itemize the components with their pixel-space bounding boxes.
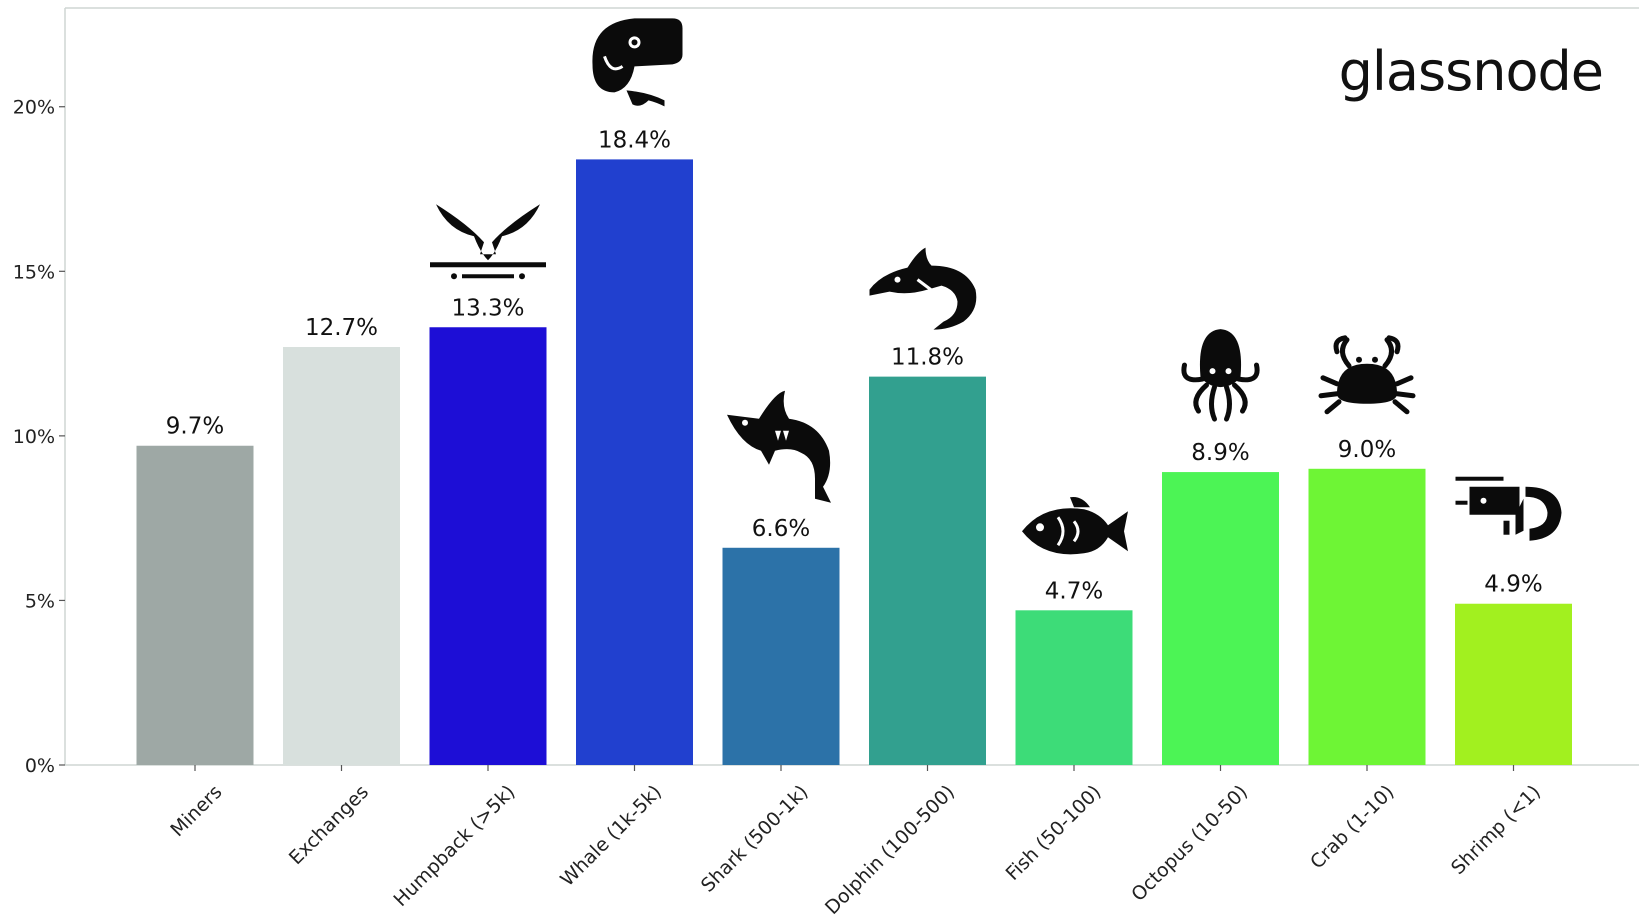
- x-tick-label: Fish (50-100): [1002, 781, 1106, 885]
- bar: [576, 159, 693, 765]
- data-label: 4.7%: [1045, 578, 1103, 604]
- icon-part: [606, 58, 621, 69]
- icon-part: [1209, 384, 1217, 422]
- icon-part: [436, 204, 540, 261]
- icons: [430, 18, 1562, 555]
- bar: [1308, 468, 1426, 765]
- x-tick-label: Shrimp (<1): [1447, 781, 1545, 879]
- icon-part: [1340, 337, 1352, 369]
- icon-part: [1394, 375, 1414, 387]
- bar: [283, 347, 400, 765]
- icon-part: [1386, 335, 1401, 355]
- icon-part: [869, 247, 977, 330]
- bar: [1162, 472, 1279, 765]
- icon-part: [430, 262, 546, 268]
- icon-part: [1525, 486, 1562, 541]
- icon-part: [1181, 362, 1205, 383]
- data-label: 4.9%: [1484, 572, 1542, 598]
- bar: [429, 327, 547, 765]
- icon-part: [1392, 399, 1410, 415]
- icon-part: [451, 273, 457, 280]
- icon-part: [894, 276, 901, 283]
- y-tick-label: 10%: [13, 426, 55, 448]
- icon-part: [1469, 486, 1520, 515]
- icon-part: [1320, 375, 1340, 387]
- icon-part: [775, 430, 789, 441]
- icon-part: [592, 18, 683, 93]
- y-tick-label: 15%: [13, 261, 55, 283]
- data-label: 9.0%: [1338, 437, 1396, 463]
- data-label: 9.7%: [166, 414, 224, 440]
- icon-part: [1022, 508, 1128, 555]
- crab-icon: [1318, 335, 1416, 415]
- icon-part: [1225, 368, 1232, 375]
- x-tick-label: Humpback (>5k): [389, 781, 519, 911]
- icon-part: [626, 90, 665, 107]
- data-label: 11.8%: [891, 345, 964, 371]
- icon-part: [1372, 356, 1378, 363]
- icon-part: [742, 419, 748, 426]
- x-tick-label: Whale (1k-5k): [556, 781, 666, 891]
- x-tick-label: Dolphin (100-500): [821, 781, 959, 917]
- icon-part: [1480, 497, 1487, 504]
- fish-icon: [1022, 497, 1128, 555]
- icon-part: [1232, 382, 1248, 414]
- icon-part: [462, 274, 514, 279]
- bar: [1455, 603, 1572, 765]
- icon-part: [1455, 476, 1504, 481]
- icon-part: [1236, 362, 1260, 383]
- data-label: 12.7%: [305, 315, 378, 341]
- y-tick-label: 20%: [13, 97, 55, 119]
- x-tick-label: Exchanges: [285, 781, 373, 869]
- icon-part: [1333, 335, 1348, 355]
- icon-part: [1199, 329, 1242, 388]
- y-tick-label: 0%: [25, 755, 55, 777]
- icon-part: [1356, 356, 1362, 363]
- icon-part: [1072, 520, 1080, 543]
- octopus-icon: [1181, 329, 1260, 422]
- data-label: 13.3%: [451, 295, 524, 321]
- icon-part: [916, 278, 943, 299]
- icon-part: [1324, 399, 1342, 415]
- data-label: 18.4%: [598, 127, 671, 153]
- icon-part: [1193, 382, 1209, 414]
- x-tick-label: Shark (500-1k): [697, 781, 813, 897]
- icon-part: [1394, 391, 1416, 399]
- icon-part: [519, 273, 525, 280]
- glassnode-logo: glassnode: [1338, 40, 1604, 103]
- icon-part: [727, 390, 831, 503]
- bar: [722, 547, 840, 765]
- icon-part: [1036, 523, 1044, 532]
- x-tick-label: Octopus (10-50): [1127, 781, 1252, 906]
- icon-part: [1318, 391, 1340, 399]
- humpback-icon: [430, 204, 546, 280]
- shark-icon: [727, 390, 831, 503]
- icon-part: [631, 39, 638, 46]
- data-label: 6.6%: [752, 516, 810, 542]
- icon-part: [1503, 520, 1510, 535]
- dolphin-icon: [869, 247, 977, 330]
- icon-part: [1056, 516, 1065, 547]
- shrimp-icon: [1455, 476, 1562, 541]
- icon-part: [1515, 498, 1524, 535]
- icon-part: [1070, 497, 1090, 508]
- icon-part: [603, 55, 624, 71]
- icon-part: [1455, 500, 1468, 505]
- y-tick-label: 5%: [25, 590, 55, 612]
- data-label: 8.9%: [1191, 440, 1249, 466]
- icon-part: [1209, 368, 1216, 375]
- icon-part: [1224, 384, 1232, 422]
- x-tick-label: Crab (1-10): [1306, 781, 1398, 873]
- icon-part: [1337, 363, 1397, 404]
- x-tick-label: Miners: [166, 781, 226, 841]
- bars: 9.7% 12.7% 13.3% 18.4% 6.6% 11.8% 4.7% 8.9% 9.0%…: [136, 127, 1572, 765]
- icon-part: [1382, 337, 1394, 369]
- whale-icon: [592, 18, 683, 107]
- bar: [1015, 610, 1133, 765]
- bar: [136, 445, 254, 765]
- bar: [869, 376, 986, 765]
